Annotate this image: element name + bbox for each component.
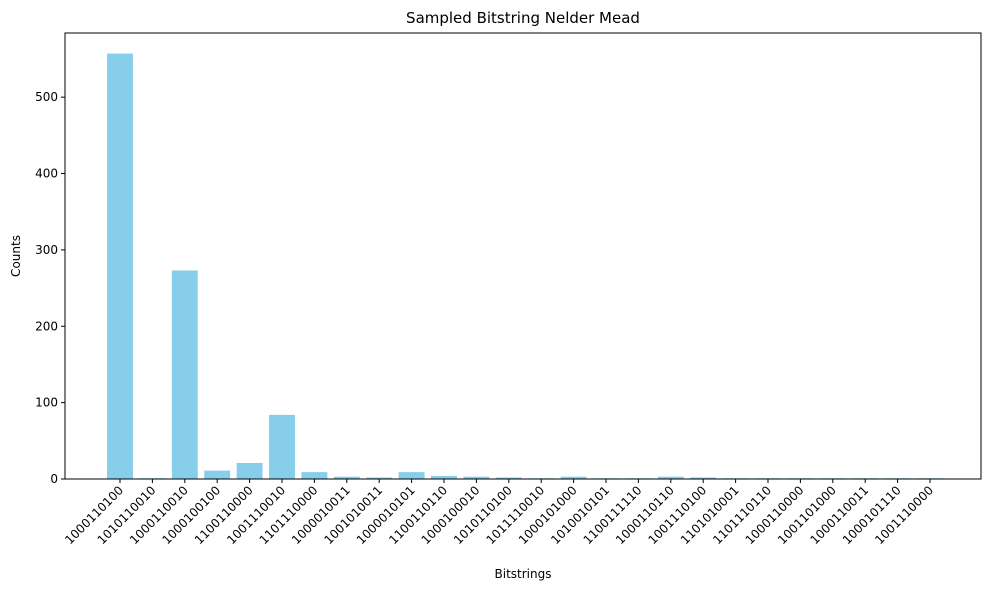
bar-1000010101 bbox=[398, 472, 425, 479]
y-tick-label: 500 bbox=[35, 90, 58, 104]
chart-title: Sampled Bitstring Nelder Mead bbox=[406, 9, 640, 27]
bar-1001110100 bbox=[690, 477, 717, 479]
bar-1000100010 bbox=[463, 476, 490, 479]
bar-1001110010 bbox=[269, 414, 295, 479]
bars-group bbox=[107, 53, 943, 480]
bar-1000100100 bbox=[204, 470, 231, 479]
x-axis-label: Bitstrings bbox=[495, 567, 552, 581]
bar-1101110000 bbox=[301, 472, 328, 479]
y-axis: 0 100 200 300 400 500 bbox=[35, 90, 65, 486]
bar-1100110110 bbox=[431, 475, 457, 479]
y-tick-label: 100 bbox=[35, 396, 58, 410]
y-tick-label: 400 bbox=[35, 167, 58, 181]
bar-1001010011 bbox=[366, 477, 393, 479]
x-tick-label: 1001110000 bbox=[872, 483, 936, 547]
bar-1100110000 bbox=[236, 462, 263, 479]
bar-1010110100 bbox=[495, 477, 522, 479]
x-axis: 1000110100101011001010001100101000100100… bbox=[62, 479, 936, 547]
y-tick-label: 0 bbox=[50, 472, 58, 486]
bar-1000110110 bbox=[657, 476, 684, 479]
bar-1000010011 bbox=[333, 476, 360, 479]
bar-1000101000 bbox=[560, 476, 587, 479]
y-tick-label: 200 bbox=[35, 319, 58, 333]
y-axis-label: Counts bbox=[9, 235, 23, 277]
y-tick-label: 300 bbox=[35, 243, 58, 257]
bar-1000110100 bbox=[107, 53, 133, 480]
plot-frame bbox=[64, 32, 982, 480]
bar-1000110010 bbox=[171, 270, 198, 479]
